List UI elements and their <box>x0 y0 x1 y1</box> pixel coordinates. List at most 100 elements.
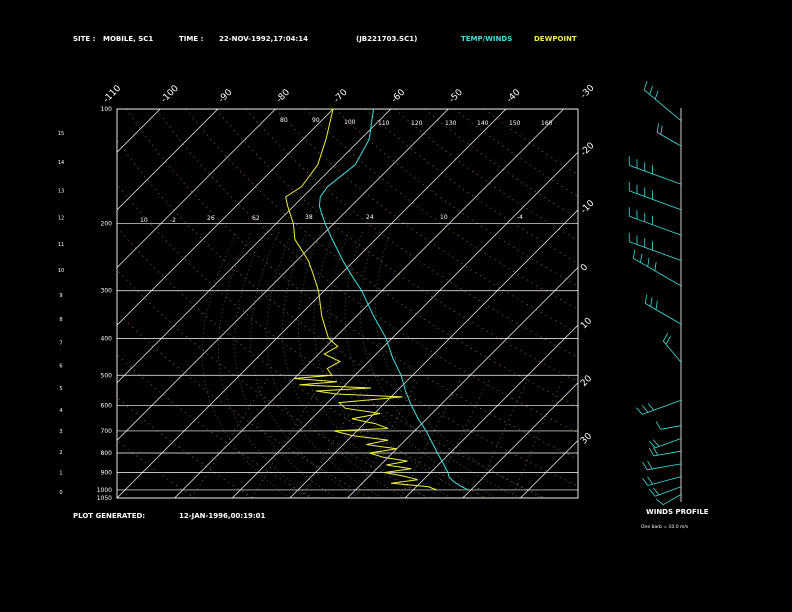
wind-barb-flag <box>642 461 648 471</box>
background-lines <box>0 109 578 498</box>
dry-adiabat <box>215 109 578 383</box>
dry-adiabat <box>117 311 370 498</box>
dry-adiabat-label: 10 <box>140 217 148 224</box>
isotherm-line <box>232 151 578 498</box>
wind-barb <box>653 450 682 457</box>
file-name: (JB221703.SC1) <box>356 35 417 43</box>
wind-barb-flag <box>653 447 659 456</box>
isotherm-label: -100 <box>159 83 181 105</box>
wind-barb <box>662 340 682 363</box>
moist-adiabat-label: 100 <box>344 119 356 126</box>
dry-adiabat <box>394 109 578 241</box>
isotherm-label: -60 <box>390 87 408 105</box>
moist-adiabat <box>201 231 291 498</box>
wind-barb-flag <box>652 439 660 447</box>
wind-barb-flag <box>633 249 636 259</box>
isotherm-label: 0 <box>579 262 590 273</box>
wind-barb-flag <box>655 421 662 430</box>
wind-barb-flag <box>652 487 660 495</box>
legend-temp-winds: TEMP/WINDS <box>461 35 512 43</box>
moist-adiabat-label: 150 <box>509 120 521 127</box>
wind-barb-flag <box>648 440 656 449</box>
dry-adiabat <box>117 396 253 498</box>
mixing-ratio-line <box>191 378 268 498</box>
mixing-ratio-line <box>473 378 529 498</box>
moist-adiabat <box>250 231 360 498</box>
isotherm-line <box>117 109 507 498</box>
wind-barb-flag <box>647 460 653 470</box>
dry-adiabat <box>484 109 578 176</box>
dry-adiabat-label: -2 <box>170 217 176 224</box>
isotherm-label: -80 <box>275 87 293 105</box>
isotherm-label: 20 <box>579 374 594 389</box>
moist-adiabat-label: 130 <box>445 120 457 127</box>
isotherm-label: -30 <box>579 83 597 101</box>
isobar-label: 700 <box>101 428 113 435</box>
wind-barb-flag <box>647 476 654 485</box>
dewpoint-line <box>285 108 437 491</box>
dry-adiabat <box>117 183 546 498</box>
dry-adiabat <box>117 139 578 487</box>
isobar-label: 100 <box>101 106 113 113</box>
isotherm-line <box>174 109 564 498</box>
isotherm-line <box>117 109 276 268</box>
wind-barb-flag <box>656 123 659 133</box>
dry-adiabat <box>275 109 578 334</box>
winds-profile-note: One barb = 10.0 m/s <box>641 524 689 530</box>
isotherm-line <box>289 209 578 498</box>
isotherm-line <box>520 439 578 498</box>
isotherm-line <box>347 267 578 498</box>
isobar-label: 500 <box>101 372 113 379</box>
altitude-label: 1 <box>59 470 62 476</box>
wind-barb-flag <box>648 489 656 497</box>
isotherm-line <box>462 382 578 498</box>
wind-barb-flag <box>660 125 663 135</box>
dry-adiabat <box>334 109 578 287</box>
dry-adiabat-label: 24 <box>366 214 374 221</box>
plot-generated-label: PLOT GENERATED: <box>73 512 145 520</box>
dry-adiabat-label: 26 <box>207 215 215 222</box>
wind-barb <box>647 463 682 471</box>
altitude-label: 2 <box>59 450 62 456</box>
moist-adiabat <box>282 231 406 498</box>
wind-barb-flag <box>654 90 659 100</box>
plot-border <box>116 108 579 499</box>
altitude-label: 14 <box>58 160 64 166</box>
isotherm-line <box>117 109 219 211</box>
dry-adiabat <box>155 109 578 434</box>
dry-adiabat-label: 10 <box>440 214 448 221</box>
isotherm-line <box>0 109 45 498</box>
altitude-label: 15 <box>58 131 64 137</box>
wind-barb-flag <box>640 253 643 263</box>
wind-barb <box>660 425 682 430</box>
isobar-label: 800 <box>101 450 113 457</box>
isotherm-line <box>0 109 103 498</box>
dry-adiabat-label: 38 <box>305 214 313 221</box>
mixing-ratio-line <box>511 378 564 498</box>
moist-adiabat <box>344 231 498 498</box>
altitude-label: 8 <box>59 317 62 323</box>
altitude-label: 5 <box>59 386 62 392</box>
wind-barb <box>629 190 682 211</box>
isobar-label: 1050 <box>97 495 112 502</box>
isobar-label: 200 <box>101 221 113 228</box>
altitude-label: 11 <box>58 242 64 248</box>
dry-adiabat <box>305 109 578 310</box>
isobar-label: 600 <box>101 402 113 409</box>
moist-adiabat <box>329 231 475 498</box>
altitude-label: 7 <box>59 341 62 347</box>
wind-barb-flag <box>636 407 643 415</box>
isotherm-label: 30 <box>579 431 594 446</box>
wind-barb-flag <box>654 261 657 271</box>
plot-generated-value: 12-JAN-1996,00:19:01 <box>179 512 266 520</box>
wind-barb <box>647 476 682 486</box>
isotherm-label: -110 <box>102 83 124 105</box>
altitude-label: 0 <box>59 490 62 496</box>
dry-adiabat <box>117 354 312 498</box>
isotherm-line <box>404 324 578 498</box>
wind-barb <box>645 303 682 325</box>
altitude-label: 10 <box>58 268 64 274</box>
dry-adiabat <box>117 226 487 498</box>
wind-barb-flag <box>643 81 648 90</box>
